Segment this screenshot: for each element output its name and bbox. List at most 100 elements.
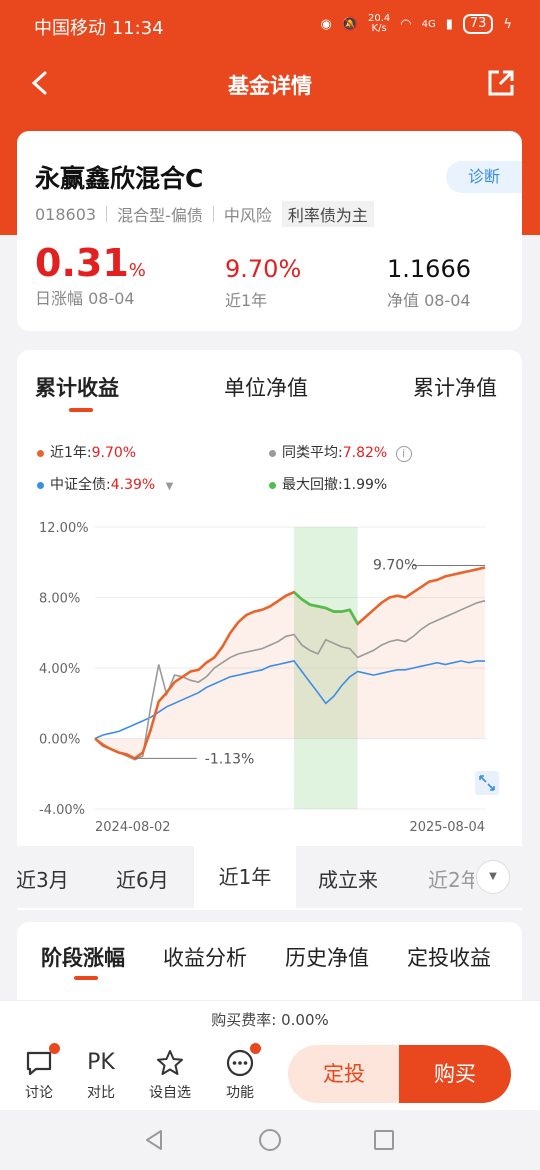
daily-change-label: 日涨幅 08-04 <box>35 289 135 308</box>
star-icon <box>155 1048 185 1078</box>
one-year-label: 近1年 <box>225 291 268 310</box>
fee-label: 购买费率: <box>211 1011 277 1029</box>
legend-dot <box>37 449 44 457</box>
more-icon <box>225 1043 261 1078</box>
tab-unit-nav[interactable]: 单位净值 <box>224 376 308 400</box>
tab-underline <box>69 408 93 412</box>
tab-underline <box>74 976 98 980</box>
wifi-icon: ◠ <box>400 16 412 32</box>
more-periods-button[interactable]: ▼ <box>476 860 510 894</box>
y-tick-label: 8.00% <box>39 592 80 607</box>
info-icon[interactable]: i <box>395 446 412 462</box>
charging-icon: ϟ <box>503 16 512 32</box>
page-title: 基金详情 <box>228 74 312 98</box>
discuss-button[interactable]: 讨论 <box>14 1043 64 1102</box>
compare-label: 对比 <box>87 1085 115 1101</box>
period-selector: 近3月 近6月 近1年 成立来 近2年 ▼ <box>0 846 540 908</box>
one-year-return: 9.70% 近1年 <box>225 255 301 311</box>
fund-tag: 利率债为主 <box>281 201 374 227</box>
expand-icon[interactable] <box>475 771 499 795</box>
expand-arrows <box>479 775 495 791</box>
watchlist-label: 设自选 <box>149 1085 191 1101</box>
one-year-value: 9.70% <box>225 255 302 283</box>
x-start-label: 2024-08-02 <box>95 820 171 835</box>
legend-peer: 同类平均:7.82% i <box>269 442 412 462</box>
period-3m[interactable]: 近3月 <box>16 868 69 892</box>
fund-tags: 018603 混合型-偏债 中风险 利率债为主 <box>35 201 374 227</box>
signal-icon: ▮ <box>445 16 453 32</box>
x-end-label: 2025-08-04 <box>409 820 485 835</box>
nav-bar: 基金详情 <box>0 52 540 114</box>
daily-change: 0.31% 日涨幅 08-04 <box>35 241 146 309</box>
carrier: 中国移动 <box>34 18 106 39</box>
tab-history-nav[interactable]: 历史净值 <box>285 946 369 970</box>
section-tabs-card: 阶段涨幅 收益分析 历史净值 定投收益 <box>17 922 522 1002</box>
daily-change-value: 0.31 <box>35 241 129 285</box>
share-icon[interactable] <box>486 68 516 98</box>
back-icon[interactable] <box>26 68 56 98</box>
network-type: 4G <box>421 18 436 30</box>
nav-label: 净值 08-04 <box>387 291 471 310</box>
fee-value: 0.00% <box>281 1011 329 1029</box>
period-2y[interactable]: 近2年 <box>428 868 474 892</box>
daily-change-unit: % <box>128 260 146 281</box>
notification-dot <box>49 1043 60 1054</box>
discuss-label: 讨论 <box>25 1085 53 1101</box>
diagnose-button[interactable]: 诊断 <box>446 161 522 193</box>
recents-square-icon[interactable] <box>373 1129 395 1151</box>
divider <box>106 206 108 222</box>
divider <box>276 206 278 222</box>
nav-value: 1.1666 <box>387 255 471 283</box>
max-annotation: 9.70% <box>373 558 417 574</box>
fund-type: 混合型-偏债 <box>117 206 203 225</box>
period-1y[interactable]: 近1年 <box>194 846 296 908</box>
functions-button[interactable]: 功能 <box>215 1043 265 1102</box>
status-left: 中国移动 11:34 <box>34 14 164 40</box>
drawdown-band <box>293 527 358 809</box>
fund-risk: 中风险 <box>223 206 272 225</box>
divider <box>212 206 214 222</box>
chart-tabs: 累计收益 单位净值 累计净值 <box>17 372 522 412</box>
legend-drawdown: 最大回撤:1.99% <box>269 474 387 494</box>
pk-icon: PK <box>87 1050 115 1075</box>
watchlist-button[interactable]: 设自选 <box>145 1048 195 1102</box>
legend-dot <box>269 481 276 489</box>
chat-icon <box>24 1043 60 1078</box>
period-since-inception[interactable]: 成立来 <box>318 868 378 892</box>
legend-fund: 近1年:9.70% <box>37 442 136 462</box>
fund-name: 永赢鑫欣混合C <box>35 164 204 193</box>
min-annotation: -1.13% <box>205 751 255 767</box>
auto-invest-button[interactable]: 定投 <box>288 1045 400 1103</box>
home-circle-icon[interactable] <box>258 1128 282 1152</box>
fund-line <box>94 566 486 760</box>
buy-button[interactable]: 购买 <box>399 1045 511 1103</box>
mute-icon: 🔕 <box>341 16 358 32</box>
tab-stage-return[interactable]: 阶段涨幅 <box>41 946 125 970</box>
y-tick-label: -4.00% <box>39 803 85 818</box>
peer-average-line <box>94 599 486 761</box>
y-tick-label: 12.00% <box>39 521 89 536</box>
net-speed: 20.4 K/s <box>367 13 391 34</box>
status-bar: 中国移动 11:34 ◉ 🔕 20.4 K/s ◠ 4G ▮ 73 ϟ <box>0 0 540 52</box>
return-chart[interactable]: 12.00% 8.00% 4.00% 0.00% -4.00% 9.70% -1.13% 20… <box>17 515 522 845</box>
y-tick-label: 0.00% <box>39 733 80 748</box>
compare-button[interactable]: PK 对比 <box>76 1048 126 1102</box>
tab-cumulative-nav[interactable]: 累计净值 <box>413 376 497 400</box>
system-nav-bar <box>0 1110 540 1170</box>
status-right: ◉ 🔕 20.4 K/s ◠ 4G ▮ 73 ϟ <box>320 14 512 34</box>
tab-cumulative-return[interactable]: 累计收益 <box>35 376 119 400</box>
legend-index[interactable]: 中证全债:4.39% ▼ <box>37 474 173 494</box>
index-line <box>94 660 486 740</box>
y-tick-label: 4.00% <box>39 662 80 677</box>
legend-dot <box>37 481 44 489</box>
drawdown-line <box>293 591 359 625</box>
tab-auto-invest-return[interactable]: 定投收益 <box>407 946 491 970</box>
period-6m[interactable]: 近6月 <box>116 868 169 892</box>
tab-return-analysis[interactable]: 收益分析 <box>163 946 247 970</box>
back-triangle-icon[interactable] <box>142 1128 166 1152</box>
eye-icon: ◉ <box>320 16 332 32</box>
caret-down-icon[interactable]: ▼ <box>165 481 174 492</box>
notification-dot <box>250 1043 261 1054</box>
functions-label: 功能 <box>226 1085 254 1101</box>
caret-down-icon: ▼ <box>489 871 497 882</box>
